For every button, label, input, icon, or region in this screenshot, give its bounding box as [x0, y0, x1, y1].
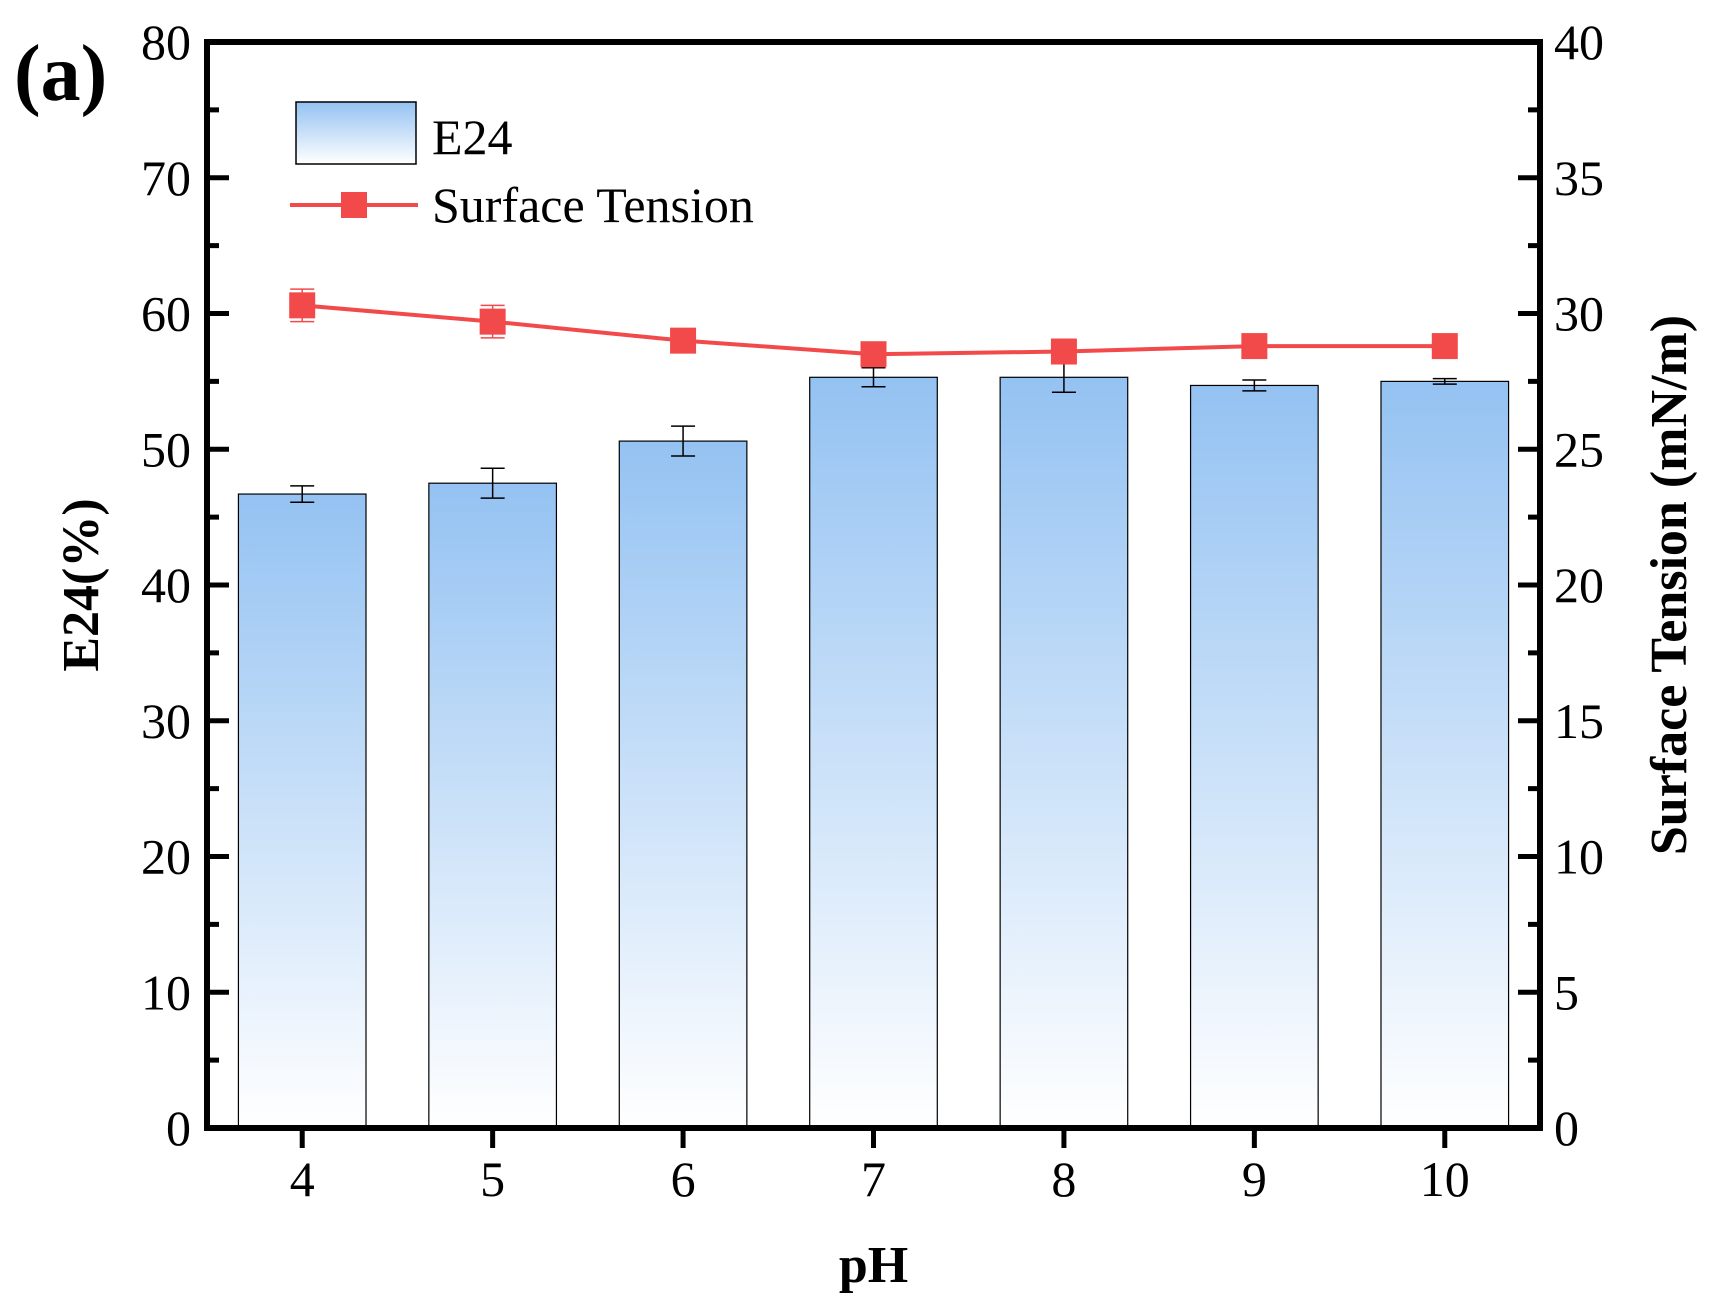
y-tick-label: 60 — [141, 286, 191, 342]
point-surface-tension — [1050, 338, 1077, 365]
legend: E24 Surface Tension — [290, 101, 754, 233]
y-tick-label: 70 — [141, 150, 191, 206]
point-surface-tension — [860, 341, 887, 368]
y2-axis-title: Surface Tension (mN/m) — [1641, 315, 1698, 855]
bar-e24 — [1189, 384, 1319, 1129]
panel-label: (a) — [14, 30, 107, 118]
bar-e24 — [618, 440, 748, 1129]
y2-tick-label: 35 — [1554, 150, 1604, 206]
x-tick-label: 6 — [671, 1151, 696, 1207]
x-axis-title: pH — [839, 1237, 908, 1294]
legend-e24-swatch — [295, 101, 417, 165]
bar-e24 — [809, 376, 938, 1129]
x-tick-label: 9 — [1242, 1151, 1267, 1207]
x-tick-label: 8 — [1051, 1151, 1076, 1207]
y-tick-label: 20 — [141, 829, 191, 885]
y2-tick-label: 5 — [1554, 964, 1579, 1020]
bar-e24 — [237, 493, 367, 1129]
x-tick-label: 5 — [480, 1151, 505, 1207]
y2-tick-label: 40 — [1554, 14, 1604, 70]
point-surface-tension — [670, 327, 697, 354]
point-surface-tension — [289, 292, 316, 319]
y2-tick-label: 0 — [1554, 1100, 1579, 1156]
legend-e24-label: E24 — [432, 109, 513, 165]
y-tick-label: 10 — [141, 964, 191, 1020]
y-tick-label: 40 — [141, 557, 191, 613]
y2-tick-label: 10 — [1554, 829, 1604, 885]
bar-e24 — [428, 482, 558, 1129]
y2-tick-label: 25 — [1554, 421, 1604, 477]
y-tick-label: 50 — [141, 421, 191, 477]
y2-tick-label: 30 — [1554, 286, 1604, 342]
x-tick-label: 7 — [861, 1151, 886, 1207]
bar-e24 — [999, 376, 1129, 1129]
point-surface-tension — [1241, 333, 1268, 360]
y-axis-title: E24(%) — [53, 498, 110, 671]
y-tick-label: 30 — [141, 693, 191, 749]
legend-surface-tension-marker — [341, 192, 367, 218]
y2-tick-label: 15 — [1554, 693, 1604, 749]
point-surface-tension — [479, 308, 506, 335]
y2-tick-label: 20 — [1554, 557, 1604, 613]
y-tick-label: 80 — [141, 14, 191, 70]
point-surface-tension — [1431, 333, 1458, 360]
x-tick-label: 10 — [1420, 1151, 1470, 1207]
legend-surface-tension-label: Surface Tension — [432, 177, 754, 233]
bar-e24 — [1380, 380, 1510, 1129]
x-tick-label: 4 — [290, 1151, 315, 1207]
y-tick-label: 0 — [166, 1100, 191, 1156]
